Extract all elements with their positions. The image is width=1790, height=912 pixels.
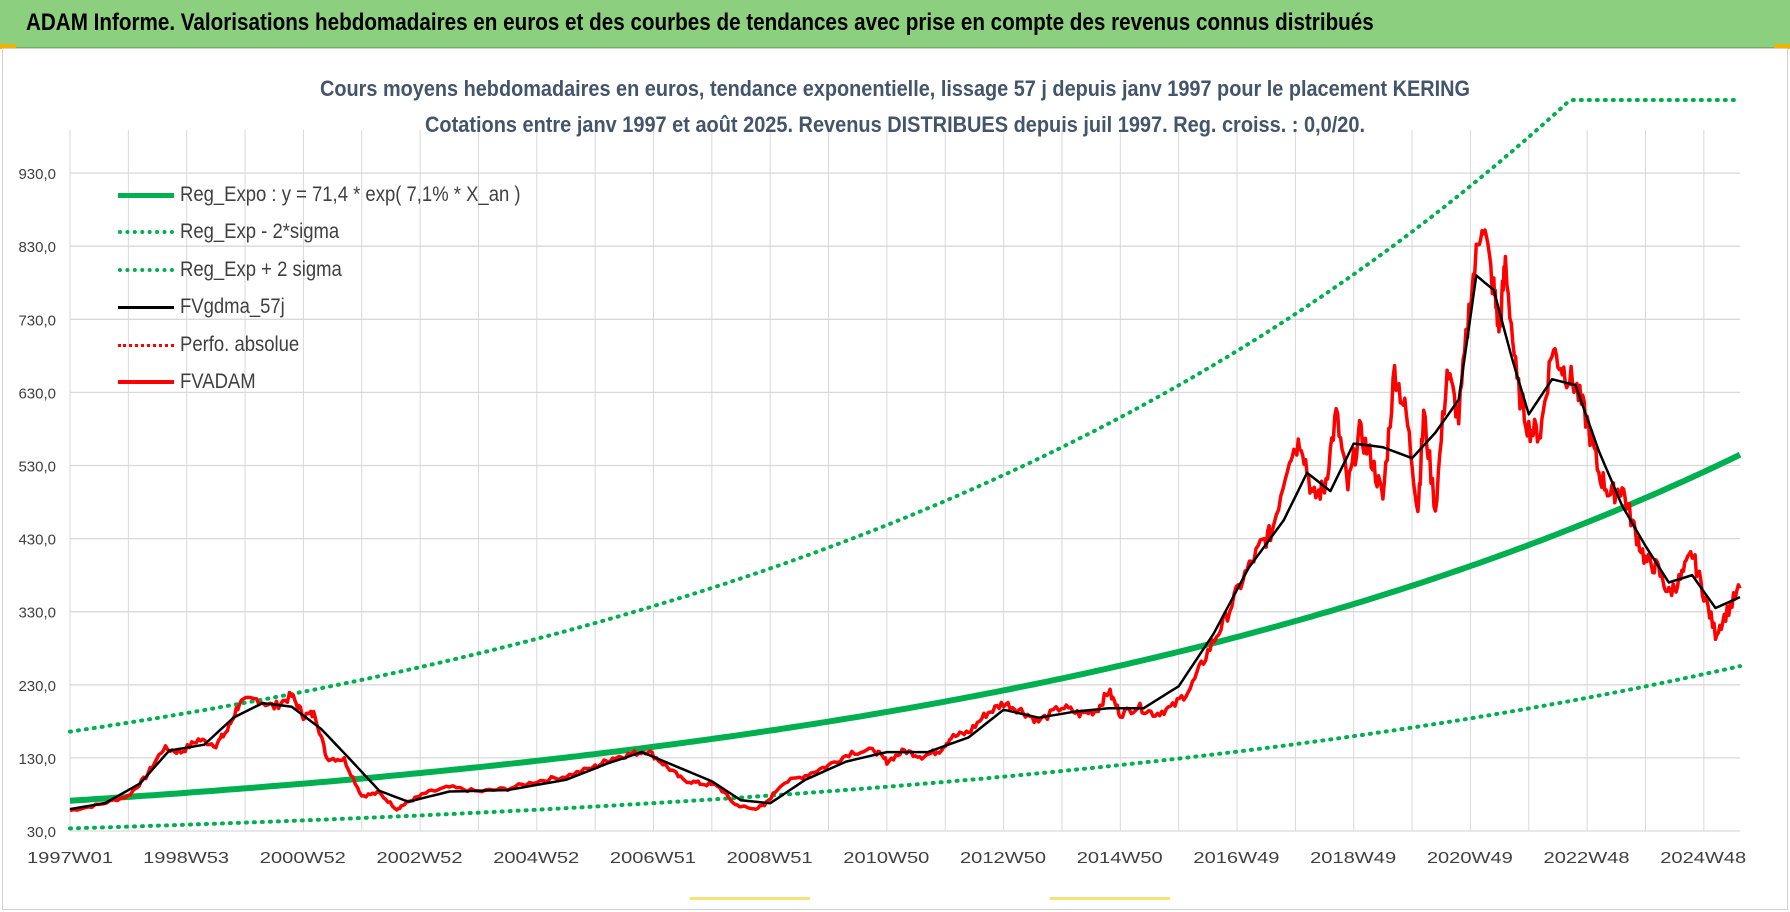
y-tick-label: 930,0: [18, 166, 56, 183]
y-tick-label: 730,0: [18, 312, 56, 329]
x-tick-label: 2004W52: [493, 850, 579, 867]
x-tick-label: 2024W48: [1660, 850, 1746, 867]
series-layer: [68, 98, 1742, 831]
y-tick-label: 530,0: [18, 459, 56, 476]
x-tick-label: 2008W51: [727, 850, 813, 867]
y-tick-label: 130,0: [18, 751, 56, 768]
chart-legend: Reg_Expo : y = 71,4 * exp( 7,1% * X_an )…: [118, 176, 567, 401]
chart-title-line1: Cours moyens hebdomadaires en euros, ten…: [320, 76, 1470, 101]
y-tick-label: 30,0: [27, 824, 56, 841]
corner-accent-top-left: [0, 44, 16, 49]
x-tick-label: 2020W49: [1427, 850, 1513, 867]
legend-swatch-fvadam: [118, 377, 174, 387]
legend-swatch-reg-plus: [118, 265, 174, 275]
series-reg-minus-2sigma: [68, 664, 1742, 831]
legend-label-perfo: Perfo. absolue: [180, 332, 300, 356]
y-tick-label: 430,0: [18, 532, 56, 549]
legend-item-reg-plus: Reg_Exp + 2 sigma: [118, 251, 567, 289]
series-reg-plus-2sigma: [68, 98, 1742, 734]
legend-item-fvgdma: FVgdma_57j: [118, 289, 567, 327]
page-title: ADAM Informe. Valorisations hebdomadaire…: [26, 9, 1374, 36]
x-tick-label: 2000W52: [260, 850, 346, 867]
legend-label-reg-expo: Reg_Expo : y = 71,4 * exp( 7,1% * X_an ): [180, 182, 521, 206]
y-tick-label: 630,0: [18, 385, 56, 402]
y-tick-label: 330,0: [18, 605, 56, 622]
chart-frame: [2, 48, 1788, 910]
chart-title-line2: Cotations entre janv 1997 et août 2025. …: [425, 112, 1365, 137]
x-tick-label: 2002W52: [377, 850, 463, 867]
legend-label-reg-minus: Reg_Exp - 2*sigma: [180, 220, 340, 244]
legend-swatch-reg-expo: [118, 190, 174, 200]
series-fvadam: [69, 228, 1742, 813]
bottom-accent-left: [690, 897, 810, 900]
y-tick-label: 230,0: [18, 678, 56, 695]
x-tick-label: 2012W50: [960, 850, 1046, 867]
legend-item-reg-expo: Reg_Expo : y = 71,4 * exp( 7,1% * X_an ): [118, 176, 567, 214]
x-tick-label: 2010W50: [843, 850, 929, 867]
x-tick-label: 2006W51: [610, 850, 696, 867]
x-tick-label: 1997W01: [27, 850, 113, 867]
bottom-accent-right: [1050, 897, 1170, 900]
x-tick-label: 1998W53: [143, 850, 229, 867]
legend-label-fvadam: FVADAM: [180, 370, 256, 394]
legend-swatch-fvgdma: [118, 302, 174, 312]
legend-label-fvgdma: FVgdma_57j: [180, 295, 285, 319]
legend-item-perfo: Perfo. absolue: [118, 326, 567, 364]
x-tick-label: 2018W49: [1310, 850, 1396, 867]
header-bar: ADAM Informe. Valorisations hebdomadaire…: [0, 0, 1790, 48]
legend-swatch-perfo: [118, 340, 174, 350]
series-reg-expo: [69, 451, 1742, 804]
x-tick-label: 2022W48: [1544, 850, 1630, 867]
corner-accent-top-right: [1774, 44, 1790, 49]
axis-labels: 30,0 130,0 230,0 330,0 430,0 530,0 630,0 730,0 8…: [18, 166, 1746, 867]
legend-label-reg-plus: Reg_Exp + 2 sigma: [180, 257, 342, 281]
x-tick-label: 2016W49: [1193, 850, 1279, 867]
legend-item-reg-minus: Reg_Exp - 2*sigma: [118, 214, 567, 252]
series-fvgdma-57j: [69, 274, 1741, 811]
legend-swatch-reg-minus: [118, 227, 174, 237]
legend-item-fvadam: FVADAM: [118, 364, 567, 402]
x-tick-label: 2014W50: [1077, 850, 1163, 867]
y-tick-label: 830,0: [18, 239, 56, 256]
